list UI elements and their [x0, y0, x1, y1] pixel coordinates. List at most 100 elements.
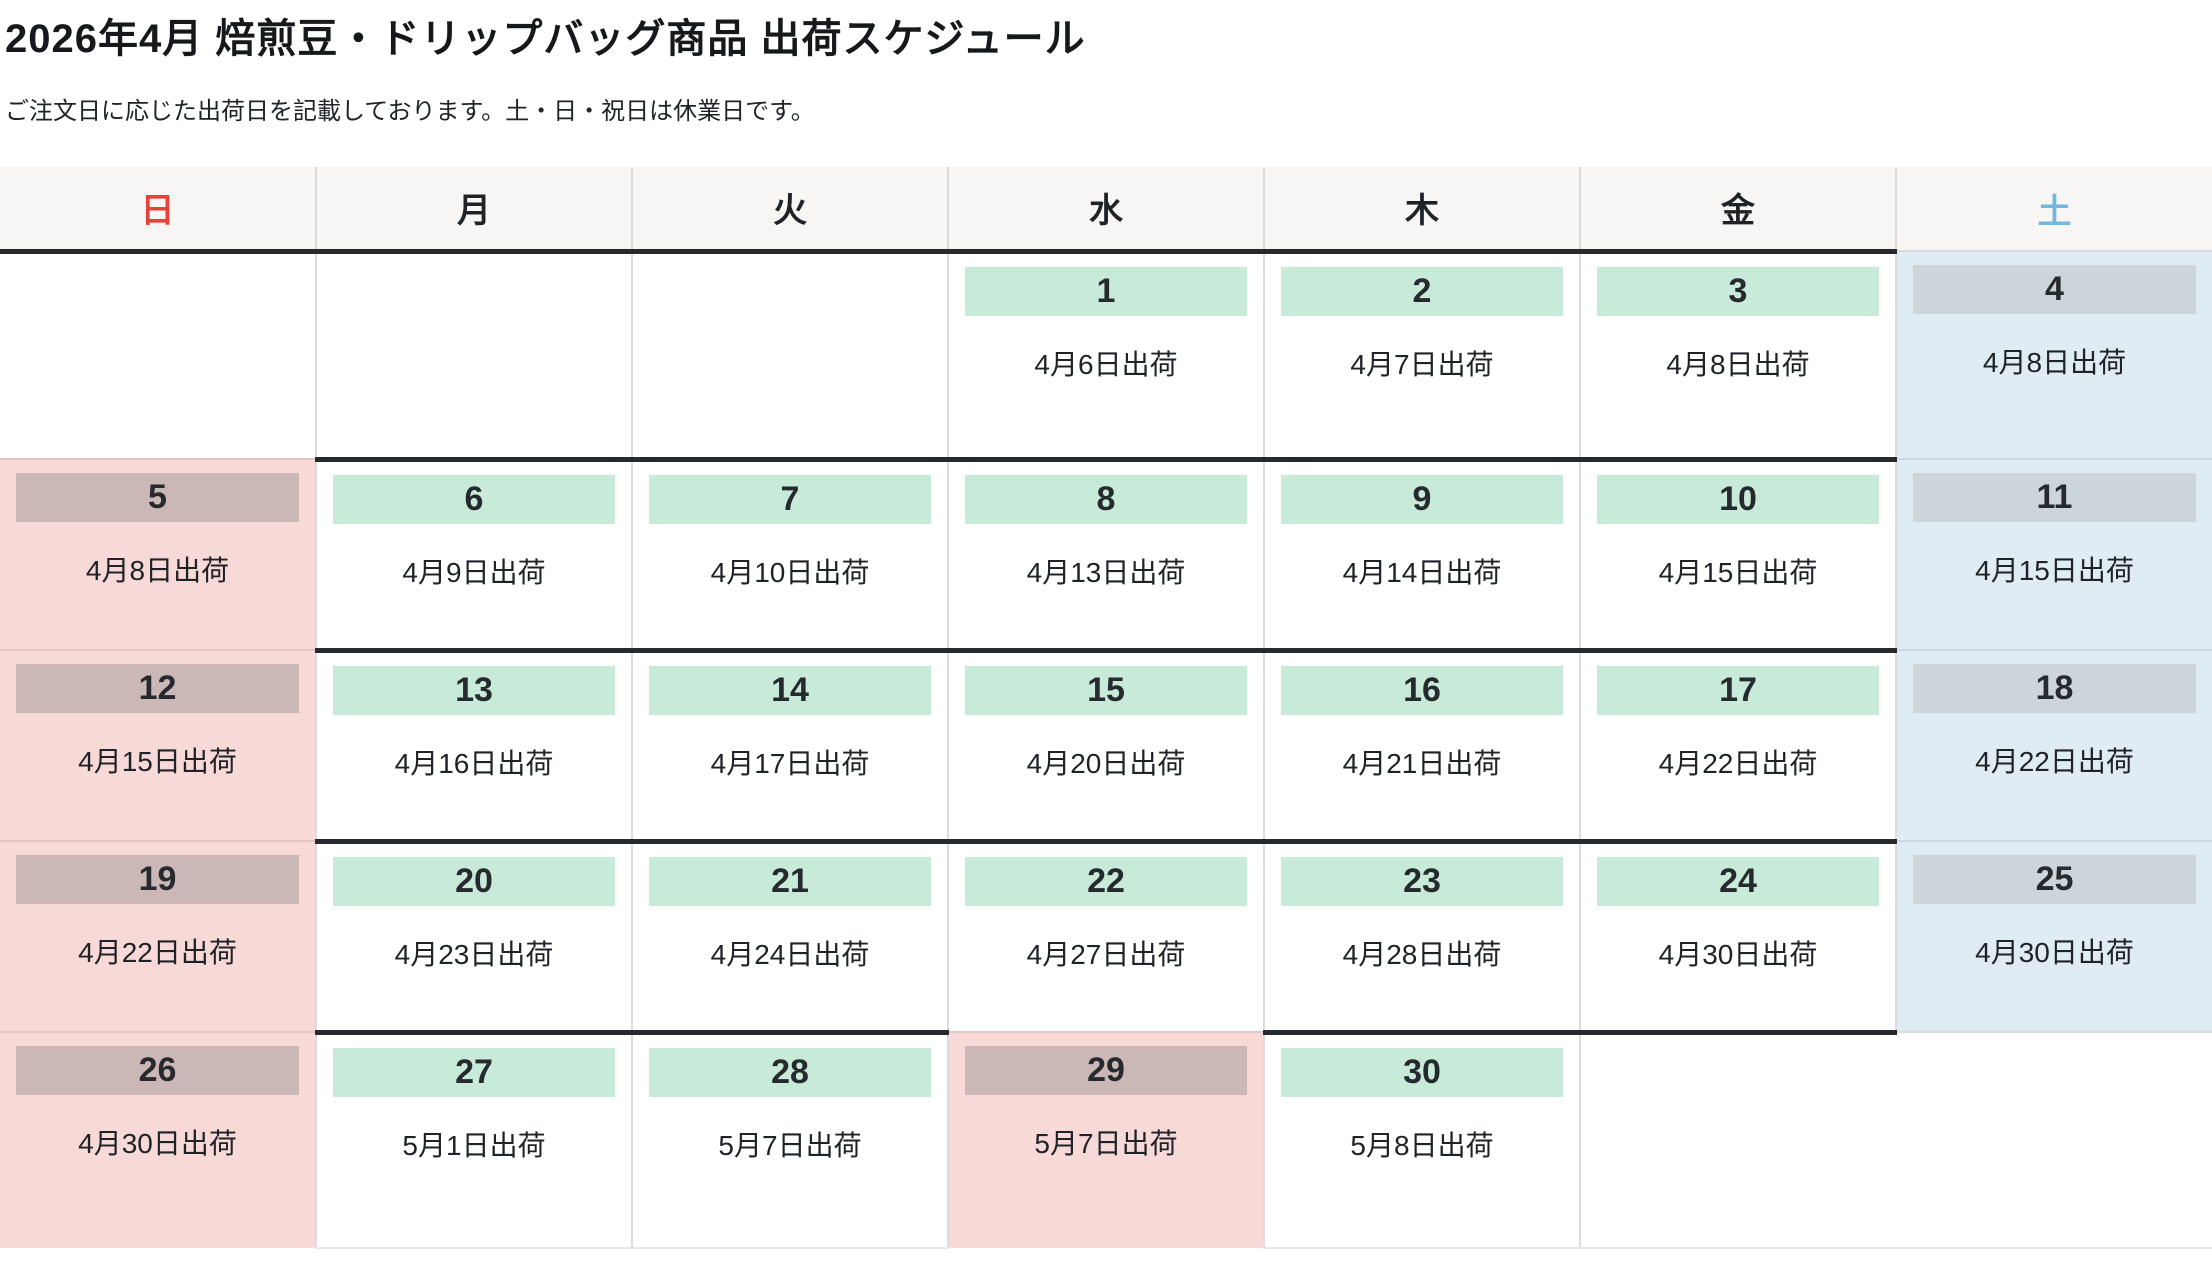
calendar-day-cell-23: 23 4月28日出荷 [1263, 838, 1580, 1032]
calendar-empty-cell [0, 248, 316, 459]
calendar-empty-cell [315, 248, 632, 459]
calendar-day-cell-15: 15 4月20日出荷 [947, 647, 1264, 841]
day-number-badge: 12 [15, 664, 300, 713]
ship-date-label: 5月8日出荷 [1350, 1129, 1494, 1161]
calendar-day-cell-4: 4 4月8日出荷 [1895, 250, 2212, 459]
calendar-day-cell-24: 24 4月30日出荷 [1579, 838, 1896, 1032]
calendar-day-cell-11: 11 4月15日出荷 [1895, 458, 2212, 650]
weekday-header-thursday: 木 [1263, 167, 1580, 254]
day-number-badge: 4 [1912, 265, 2197, 314]
ship-date-label: 4月8日出荷 [1666, 348, 1810, 380]
calendar-day-cell-25: 25 4月30日出荷 [1895, 840, 2212, 1032]
ship-date-label: 5月7日出荷 [718, 1129, 862, 1161]
ship-date-label: 4月15日出荷 [78, 746, 237, 777]
day-number-badge: 24 [1596, 856, 1880, 906]
calendar-day-cell-21: 21 4月24日出荷 [631, 838, 948, 1032]
calendar-day-cell-16: 16 4月21日出荷 [1263, 647, 1580, 841]
calendar-day-cell-8: 8 4月13日出荷 [947, 456, 1264, 650]
ship-date-label: 4月20日出荷 [1026, 747, 1186, 779]
day-number-badge: 21 [648, 856, 932, 906]
calendar-day-cell-7: 7 4月10日出荷 [631, 456, 948, 650]
ship-date-label: 4月24日出荷 [710, 938, 870, 970]
calendar-day-cell-20: 20 4月23日出荷 [315, 838, 632, 1032]
ship-date-label: 4月21日出荷 [1342, 747, 1502, 779]
day-number-badge: 8 [964, 474, 1248, 524]
ship-date-label: 4月30日出荷 [1975, 937, 2134, 968]
ship-date-label: 5月7日出荷 [1034, 1128, 1178, 1159]
day-number-badge: 13 [332, 665, 616, 715]
day-number-badge: 20 [332, 856, 616, 906]
ship-date-label: 4月23日出荷 [394, 938, 554, 970]
day-number-badge: 23 [1280, 856, 1564, 906]
ship-date-label: 4月28日出荷 [1342, 938, 1502, 970]
calendar-empty-cell [631, 248, 948, 459]
day-number-badge: 27 [332, 1047, 616, 1097]
calendar-day-cell-10: 10 4月15日出荷 [1579, 456, 1896, 650]
day-number-badge: 28 [648, 1047, 932, 1097]
calendar-week-row: 26 4月30日出荷 27 5月1日出荷 28 5月7日出荷 29 5月7日出荷 30 5月8日出… [0, 1029, 2212, 1249]
ship-date-label: 4月13日出荷 [1026, 556, 1186, 588]
day-number-badge: 3 [1596, 266, 1880, 316]
ship-date-label: 4月10日出荷 [710, 556, 870, 588]
ship-date-label: 4月27日出荷 [1026, 938, 1186, 970]
calendar-day-cell-14: 14 4月17日出荷 [631, 647, 948, 841]
calendar-week-row: 19 4月22日出荷 20 4月23日出荷 21 4月24日出荷 22 4月27日出荷 23 4月… [0, 838, 2212, 1032]
ship-date-label: 4月9日出荷 [402, 556, 546, 588]
calendar-week-row: 1 4月6日出荷 2 4月7日出荷 3 4月8日出荷 4 4月8日出荷 [0, 248, 2212, 459]
ship-date-label: 4月22日出荷 [78, 937, 237, 968]
ship-date-label: 4月16日出荷 [394, 747, 554, 779]
weekday-header-sunday: 日 [0, 167, 316, 254]
ship-date-label: 4月30日出荷 [78, 1128, 237, 1159]
day-number-badge: 9 [1280, 474, 1564, 524]
weekday-header-tuesday: 火 [631, 167, 948, 254]
day-number-badge: 5 [15, 473, 300, 522]
day-number-badge: 18 [1912, 664, 2197, 713]
calendar-day-cell-22: 22 4月27日出荷 [947, 838, 1264, 1032]
day-number-badge: 17 [1596, 665, 1880, 715]
calendar-day-cell-13: 13 4月16日出荷 [315, 647, 632, 841]
day-number-badge: 29 [964, 1046, 1248, 1095]
calendar-day-cell-28: 28 5月7日出荷 [631, 1029, 948, 1249]
page-subtitle: ご注文日に応じた出荷日を記載しております。土・日・祝日は休業日です。 [5, 98, 815, 125]
calendar-day-cell-27: 27 5月1日出荷 [315, 1029, 632, 1249]
ship-date-label: 4月22日出荷 [1975, 746, 2134, 777]
day-number-badge: 16 [1280, 665, 1564, 715]
ship-date-label: 4月6日出荷 [1034, 348, 1178, 380]
weekday-header-row: 日 月 火 水 木 金 土 [0, 167, 2212, 254]
shipping-calendar: 日 月 火 水 木 金 土 1 4月6日出荷 2 4月7日出荷 3 4月8日出荷 4 4月8日… [0, 167, 2212, 1249]
day-number-badge: 30 [1280, 1047, 1564, 1097]
weekday-header-wednesday: 水 [947, 167, 1264, 254]
calendar-day-cell-2: 2 4月7日出荷 [1263, 248, 1580, 459]
day-number-badge: 14 [648, 665, 932, 715]
day-number-badge: 2 [1280, 266, 1564, 316]
day-number-badge: 15 [964, 665, 1248, 715]
ship-date-label: 4月15日出荷 [1975, 555, 2134, 586]
page-title: 2026年4月 焙煎豆・ドリップバッグ商品 出荷スケジュール [5, 17, 1086, 61]
day-number-badge: 6 [332, 474, 616, 524]
calendar-day-cell-19: 19 4月22日出荷 [0, 840, 316, 1032]
calendar-day-cell-26: 26 4月30日出荷 [0, 1031, 316, 1248]
calendar-empty-cell [1579, 1029, 1896, 1249]
ship-date-label: 5月1日出荷 [402, 1129, 546, 1161]
calendar-day-cell-3: 3 4月8日出荷 [1579, 248, 1896, 459]
ship-date-label: 4月14日出荷 [1342, 556, 1502, 588]
day-number-badge: 25 [1912, 855, 2197, 904]
day-number-badge: 19 [15, 855, 300, 904]
calendar-day-cell-1: 1 4月6日出荷 [947, 248, 1264, 459]
weekday-header-friday: 金 [1579, 167, 1896, 254]
day-number-badge: 10 [1596, 474, 1880, 524]
calendar-day-cell-18: 18 4月22日出荷 [1895, 649, 2212, 841]
calendar-empty-cell [1896, 1031, 2212, 1249]
ship-date-label: 4月8日出荷 [85, 555, 230, 586]
ship-date-label: 4月30日出荷 [1658, 938, 1818, 970]
ship-date-label: 4月15日出荷 [1658, 556, 1818, 588]
calendar-day-cell-17: 17 4月22日出荷 [1579, 647, 1896, 841]
calendar-day-cell-30: 30 5月8日出荷 [1263, 1029, 1580, 1249]
calendar-day-cell-12: 12 4月15日出荷 [0, 649, 316, 841]
day-number-badge: 26 [15, 1046, 300, 1095]
calendar-day-cell-29: 29 5月7日出荷 [947, 1031, 1264, 1248]
ship-date-label: 4月22日出荷 [1658, 747, 1818, 779]
ship-date-label: 4月8日出荷 [1982, 347, 2127, 378]
weekday-header-saturday: 土 [1895, 167, 2212, 252]
